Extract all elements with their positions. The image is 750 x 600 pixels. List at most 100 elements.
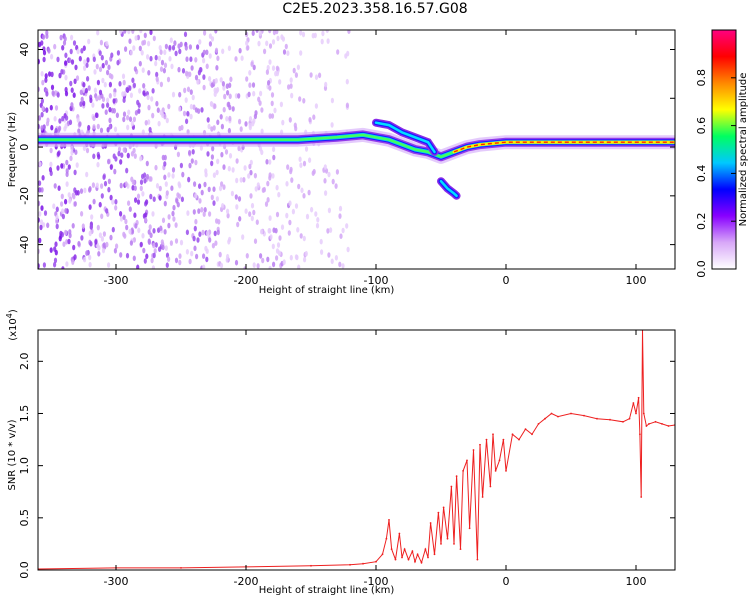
noise-speck (256, 263, 260, 269)
noise-speck (201, 229, 205, 236)
noise-speck (77, 128, 81, 134)
noise-speck (185, 56, 189, 62)
chart-title: C2E5.2023.358.16.57.G08 (282, 1, 468, 17)
noise-speck (138, 45, 142, 52)
noise-speck (136, 99, 140, 106)
snr-point (596, 417, 598, 420)
noise-speck (83, 59, 87, 65)
noise-speck (93, 69, 97, 75)
noise-speck (72, 244, 76, 251)
noise-speck (341, 263, 345, 269)
noise-speck (252, 118, 256, 124)
noise-speck (167, 256, 171, 262)
noise-speck (146, 54, 150, 60)
noise-speck (97, 245, 101, 251)
noise-speck (95, 63, 99, 70)
noise-speck (244, 121, 248, 127)
noise-speck (219, 114, 223, 120)
noise-speck (260, 228, 264, 235)
noise-speck (44, 73, 48, 79)
noise-speck (180, 196, 184, 203)
colorbar-tick-label: 0.2 (695, 212, 708, 230)
snr-point (583, 414, 585, 417)
noise-speck (112, 108, 116, 114)
noise-speck (102, 242, 106, 248)
noise-speck (181, 68, 186, 74)
noise-speck (227, 239, 231, 245)
noise-speck (276, 35, 280, 42)
noise-speck (98, 232, 102, 238)
snr-point (661, 423, 663, 425)
noise-speck (98, 66, 103, 73)
noise-speck (208, 53, 212, 59)
noise-speck (197, 108, 201, 114)
noise-speck (249, 193, 253, 199)
noise-speck (304, 146, 309, 152)
noise-speck (275, 65, 279, 72)
noise-speck (100, 193, 104, 199)
noise-speck (275, 211, 280, 218)
noise-speck (226, 208, 230, 215)
noise-speck (289, 254, 293, 261)
noise-speck (126, 114, 130, 121)
noise-speck (117, 150, 121, 157)
noise-speck (202, 57, 206, 64)
noise-speck (252, 90, 256, 97)
noise-speck (111, 226, 115, 233)
noise-speck (176, 151, 180, 158)
snr-point (494, 470, 497, 472)
noise-speck (134, 223, 138, 229)
noise-speck (228, 153, 233, 159)
noise-speck (165, 262, 169, 269)
noise-speck (71, 192, 75, 199)
noise-speck (253, 238, 258, 244)
noise-speck (265, 40, 269, 47)
noise-speck (278, 79, 282, 85)
noise-speck (248, 124, 252, 131)
noise-speck (101, 247, 106, 254)
noise-speck (82, 82, 86, 88)
noise-speck (85, 62, 89, 68)
noise-speck (222, 85, 226, 91)
noise-speck (299, 233, 303, 239)
noise-speck (109, 234, 113, 241)
noise-speck (119, 182, 123, 189)
noise-speck (68, 232, 72, 239)
noise-speck (38, 187, 42, 193)
noise-speck (271, 39, 276, 45)
noise-speck (298, 156, 302, 163)
noise-speck (56, 92, 60, 98)
noise-speck (208, 211, 212, 217)
noise-speck (159, 225, 163, 232)
noise-speck (202, 49, 206, 56)
noise-speck (40, 187, 44, 193)
noise-speck (268, 159, 272, 165)
noise-speck (137, 227, 141, 234)
noise-speck (275, 248, 280, 254)
noise-speck (311, 32, 315, 39)
noise-speck (224, 149, 229, 155)
noise-speck (315, 222, 320, 229)
noise-speck (152, 228, 156, 234)
scale-exponent: 4 (5, 313, 14, 318)
noise-speck (100, 236, 104, 242)
snr-point (442, 506, 445, 509)
noise-speck (270, 92, 275, 98)
noise-speck (40, 111, 44, 118)
noise-speck (237, 196, 242, 202)
noise-speck (89, 97, 93, 104)
noise-speck (40, 71, 44, 77)
noise-speck (137, 108, 141, 114)
noise-speck (167, 214, 171, 220)
noise-speck (175, 198, 179, 204)
noise-speck (147, 70, 151, 76)
noise-speck (124, 181, 128, 187)
noise-speck (174, 222, 178, 228)
noise-speck (102, 174, 106, 180)
noise-speck (245, 31, 249, 38)
noise-speck (213, 103, 217, 109)
noise-speck (104, 59, 108, 66)
noise-speck (183, 87, 187, 94)
snr-point (570, 412, 572, 415)
noise-speck (296, 227, 300, 233)
